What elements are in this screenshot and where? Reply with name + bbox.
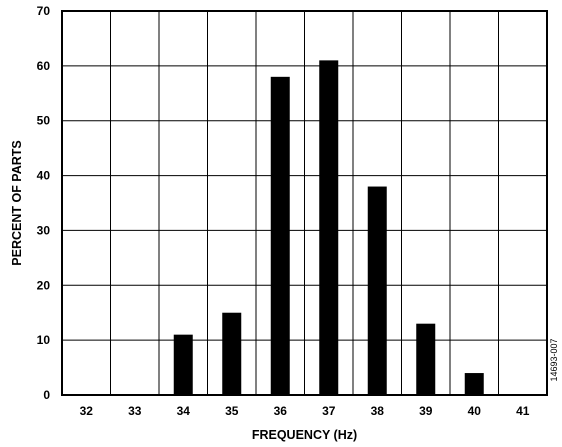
x-tick-label: 37 <box>322 404 336 418</box>
x-axis-title: FREQUENCY (Hz) <box>252 428 357 442</box>
x-tick-label: 38 <box>371 404 385 418</box>
bars <box>173 60 484 395</box>
y-tick-label: 40 <box>37 169 51 183</box>
y-tick-label: 50 <box>37 114 51 128</box>
x-axis-tick-labels: 32 33 34 35 36 37 38 39 40 41 <box>80 404 530 418</box>
y-tick-label: 0 <box>43 388 50 402</box>
y-tick-label: 10 <box>37 333 51 347</box>
plot-area-frame <box>61 10 548 396</box>
x-tick-label: 41 <box>516 404 530 418</box>
y-axis-tick-labels: 0 10 20 30 40 50 60 70 <box>37 4 51 402</box>
y-tick-label: 60 <box>37 59 51 73</box>
grid-lines <box>62 11 547 395</box>
y-axis-title: PERCENT OF PARTS <box>10 140 24 265</box>
x-tick-label: 39 <box>419 404 433 418</box>
x-tick-label: 40 <box>468 404 482 418</box>
x-tick-label: 33 <box>128 404 142 418</box>
x-tick-label: 36 <box>274 404 288 418</box>
x-tick-label: 35 <box>225 404 239 418</box>
bar-39 <box>416 323 436 395</box>
bar-37 <box>319 60 339 395</box>
bar-34 <box>173 334 193 395</box>
bar-38 <box>367 186 387 395</box>
y-tick-label: 20 <box>37 278 51 292</box>
y-tick-label: 70 <box>37 4 51 18</box>
bar-40 <box>464 373 484 395</box>
bar-36 <box>270 76 290 395</box>
figure-id-label: 14693-007 <box>549 338 559 381</box>
x-tick-label: 34 <box>177 404 191 418</box>
y-tick-label: 30 <box>37 223 51 237</box>
bar-35 <box>222 312 242 395</box>
x-tick-label: 32 <box>80 404 94 418</box>
